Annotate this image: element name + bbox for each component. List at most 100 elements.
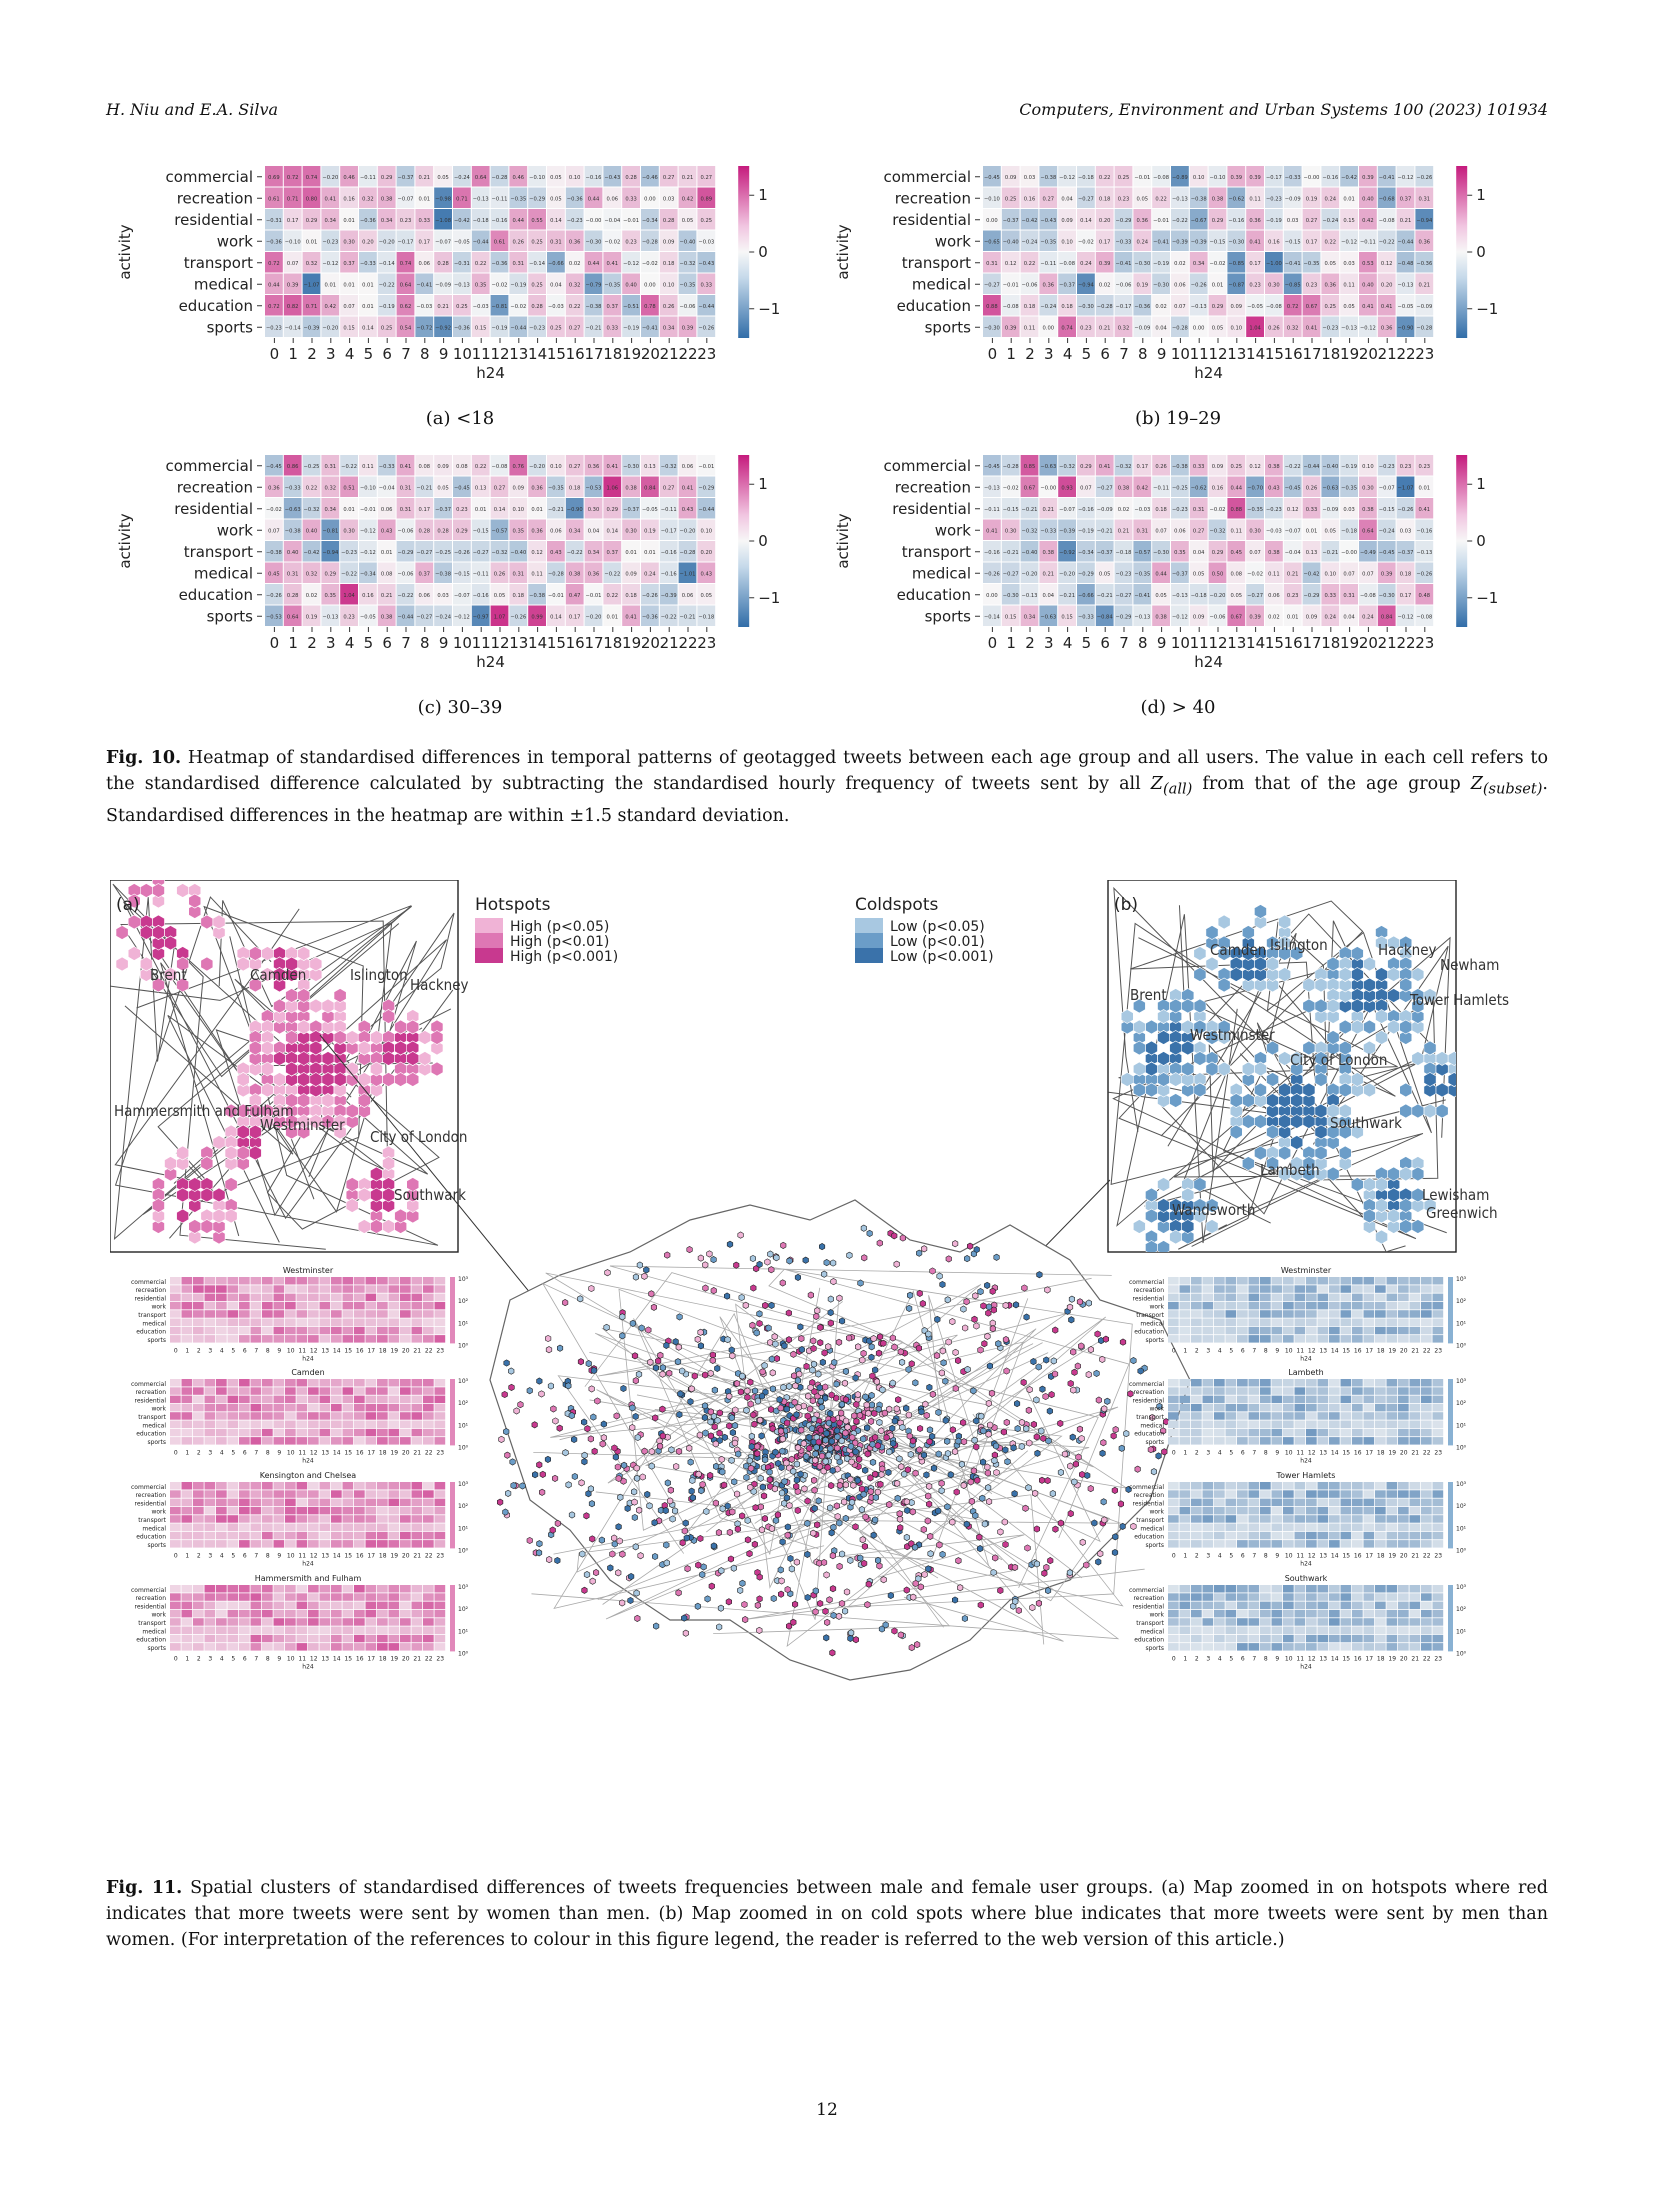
heatmap-cell (1133, 584, 1152, 605)
heatmap-cell (1359, 252, 1377, 273)
hexbin (1070, 1348, 1077, 1356)
row-label: sports (147, 1439, 166, 1446)
cell-value: −0.48 (1398, 261, 1414, 267)
hexbin (707, 1432, 714, 1440)
heatmap-cell (1208, 252, 1227, 273)
heatmap-cell (321, 562, 340, 583)
hexbin (944, 1437, 951, 1445)
heatmap-cell (1152, 187, 1170, 208)
hexbin (683, 1534, 690, 1542)
heatmap-cell (490, 541, 509, 562)
heatmap-cell (302, 316, 321, 337)
heatmap-cell (1020, 295, 1039, 316)
hexbin (919, 1300, 926, 1308)
heatmap-cell (170, 1437, 181, 1445)
hexbin (804, 1497, 811, 1505)
hexbin (993, 1468, 1000, 1477)
heatmap-cell (565, 166, 584, 187)
hexbin (633, 1589, 640, 1597)
cell-value: −0.14 (984, 614, 1001, 620)
cell-value: 0.01 (419, 196, 431, 202)
heatmap-cell (204, 1379, 216, 1387)
heatmap-cell (453, 476, 471, 497)
heatmap-cell (1396, 584, 1415, 605)
hexbin (921, 1570, 928, 1579)
heatmap-cell (411, 1310, 423, 1318)
hexbin (918, 1408, 925, 1416)
cell-value: −0.06 (1116, 282, 1132, 288)
hexbin (923, 1411, 930, 1419)
hexbin (710, 1542, 717, 1550)
hexbin (1039, 1385, 1046, 1393)
hexbin (1217, 1019, 1231, 1035)
heatmap-cell (1377, 187, 1396, 208)
hexbin (672, 1338, 679, 1346)
hexbin (756, 1319, 763, 1328)
heatmap-cell (283, 584, 302, 605)
heatmap-cell (1321, 187, 1340, 208)
hexbin (1112, 1426, 1119, 1434)
hexbin (768, 1355, 775, 1363)
hexbin (1242, 1156, 1255, 1171)
heatmap-cell (490, 584, 509, 605)
heatmap-cell (1246, 316, 1264, 337)
heatmap-cell (1001, 541, 1020, 562)
hexbin (394, 1019, 407, 1035)
heatmap-cell (302, 252, 321, 273)
heatmap-cell (296, 1379, 308, 1387)
cell-value: −0.17 (1116, 304, 1132, 310)
cell-value: 0.88 (1231, 507, 1243, 513)
hexbin (1460, 1094, 1472, 1108)
heatmap-cell (1152, 541, 1170, 562)
cell-value: 0.05 (701, 593, 713, 599)
hexbin (648, 1290, 655, 1298)
heatmap-cell (388, 1301, 400, 1310)
hexbin (861, 1542, 868, 1550)
hexbin (1387, 935, 1400, 951)
hexbin (321, 1093, 335, 1108)
hexbin (885, 1468, 892, 1476)
hexbin (804, 1593, 811, 1602)
heatmap-cell (434, 1412, 446, 1420)
heatmap-cell (342, 1412, 354, 1420)
hexbin (651, 1519, 658, 1527)
hexbin (877, 1333, 884, 1341)
heatmap-cell (584, 209, 603, 230)
hexbin (1036, 1271, 1043, 1279)
heatmap-cell (423, 1412, 434, 1420)
cell-value: −0.13 (1172, 196, 1188, 202)
heatmap-cell (1058, 455, 1076, 476)
cell-value: −0.16 (661, 571, 677, 577)
cell-value: −0.18 (473, 218, 489, 224)
cell-value: 0.26 (1155, 464, 1167, 470)
hexbin (849, 1498, 856, 1506)
heatmap-cell (1095, 230, 1114, 251)
hexbin (653, 1622, 660, 1630)
hexbin (632, 1377, 639, 1385)
hexbin (993, 1253, 1000, 1261)
fig10-caption-b: (b) 19–29 (1134, 408, 1222, 429)
heatmap-cell (273, 1301, 285, 1310)
map-b-label: Islington (1270, 936, 1328, 954)
heatmap-cell (170, 1293, 181, 1302)
cell-value: 0.72 (268, 304, 280, 310)
x-tick-label: 20 (641, 634, 660, 652)
cell-value: 0.05 (1155, 593, 1167, 599)
heatmap-cell (181, 1403, 193, 1412)
hexbin (1057, 1419, 1064, 1427)
cell-value: −0.02 (1247, 571, 1263, 577)
heatmap-cell (415, 584, 434, 605)
cell-value: −0.07 (1285, 528, 1301, 534)
colorbar-tick-label: 0 (1476, 243, 1486, 261)
hexbin (759, 1392, 766, 1400)
heatmap-cell (250, 1301, 262, 1310)
heatmap-cell (359, 562, 377, 583)
heatmap-cell (1396, 273, 1415, 294)
hexbin (1338, 1124, 1352, 1140)
colorbar-tick-label: −1 (758, 589, 780, 607)
hexbin (297, 946, 311, 961)
hexbin (942, 1377, 949, 1385)
heatmap-cell (302, 541, 321, 562)
heatmap-cell (321, 295, 340, 316)
hexbin (908, 1360, 915, 1368)
